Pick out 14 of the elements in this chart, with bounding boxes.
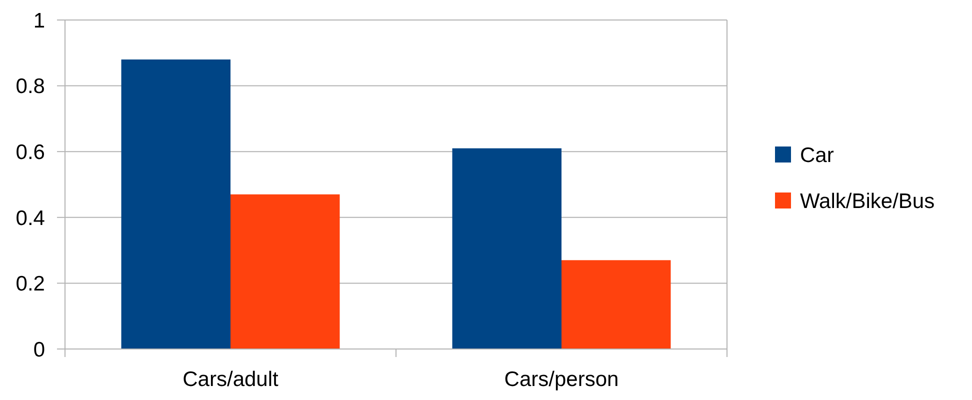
legend-label: Car: [800, 144, 834, 167]
y-tick-label: 0.4: [16, 206, 46, 230]
y-tick-label: 0.2: [16, 272, 45, 296]
x-tick-label: Cars/person: [504, 368, 619, 391]
x-tick-label: Cars/adult: [182, 368, 279, 391]
bar: [121, 59, 230, 349]
legend-label: Walk/Bike/Bus: [800, 190, 935, 213]
bar: [230, 194, 340, 349]
y-tick-label: 0: [33, 338, 45, 362]
y-tick-label: 0.6: [16, 140, 45, 164]
bar: [562, 260, 671, 349]
y-tick-label: 0.8: [16, 75, 45, 98]
y-tick-label: 1: [33, 9, 45, 32]
bar: [452, 148, 562, 349]
